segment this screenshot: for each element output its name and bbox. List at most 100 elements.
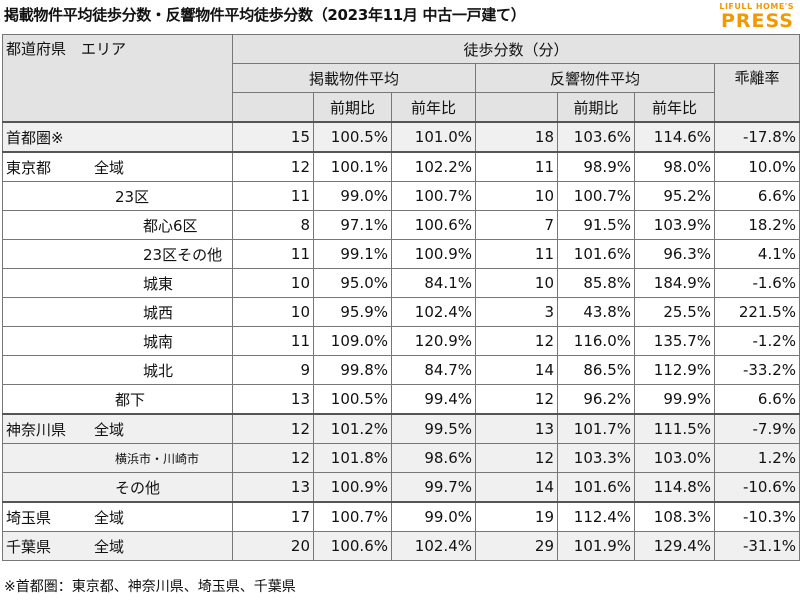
value-cell-l-pp: 109.0% (313, 326, 392, 356)
table-row: 都心6区 8 97.1% 100.6% 7 91.5% 103.9% 18.2% (2, 210, 800, 240)
table-row: 城東 10 95.0% 84.1% 10 85.8% 184.9% -1.6% (2, 268, 800, 298)
value-cell-l-py: 84.1% (391, 268, 476, 298)
area-cell: 城北 (2, 355, 233, 385)
value-cell-resp: 11 (475, 151, 558, 182)
value-cell-div: -1.2% (713, 326, 800, 356)
value-cell-div: 6.6% (713, 181, 800, 211)
header-listed-spacer (232, 92, 314, 123)
header-response-spacer (475, 92, 558, 123)
table-row: 横浜市・川崎市 12 101.8% 98.6% 12 103.3% 103.0% 1.2% (2, 443, 800, 473)
value-cell-resp: 12 (475, 326, 558, 356)
table-row: 城西 10 95.9% 102.4% 3 43.8% 25.5% 221.5% (2, 297, 800, 327)
header-response-prev-year: 前年比 (634, 92, 715, 123)
value-cell-resp: 11 (475, 239, 558, 269)
value-cell-r-py: 112.9% (634, 355, 715, 385)
value-cell-div: 6.6% (713, 384, 800, 415)
value-cell-l-pp: 100.6% (313, 531, 392, 561)
value-cell-div: -31.1% (713, 531, 800, 561)
value-cell-div: -7.9% (713, 413, 800, 444)
value-cell-r-pp: 43.8% (557, 297, 635, 327)
table-row: 埼玉県 全域 17 100.7% 99.0% 19 112.4% 108.3% -10.3% (2, 501, 800, 532)
value-cell-l-py: 98.6% (391, 443, 476, 473)
area-cell: 埼玉県 全域 (2, 501, 233, 532)
page-title: 掲載物件平均徒歩分数・反響物件平均徒歩分数（2023年11月 中古一戸建て） (4, 6, 526, 24)
value-cell-l-py: 100.6% (391, 210, 476, 240)
area-label: 23区 (115, 187, 150, 206)
footnote: ※首都圏：東京都、神奈川県、埼玉県、千葉県 (4, 579, 296, 595)
area-cell: 城東 (2, 268, 233, 298)
value-cell-resp: 10 (475, 268, 558, 298)
value-cell-div: -10.3% (713, 501, 800, 532)
prefecture-label: 埼玉県 (6, 508, 52, 527)
value-cell-l-pp: 101.8% (313, 443, 392, 473)
table-row: 城北 9 99.8% 84.7% 14 86.5% 112.9% -33.2% (2, 355, 800, 385)
value-cell-r-pp: 96.2% (557, 384, 635, 415)
value-cell-listed: 8 (232, 210, 314, 240)
value-cell-r-pp: 101.7% (557, 413, 635, 444)
area-cell: 23区その他 (2, 239, 233, 269)
area-label: その他 (115, 478, 161, 497)
value-cell-r-py: 103.0% (634, 443, 715, 473)
value-cell-div: 1.2% (713, 443, 800, 473)
area-cell: 首都圏※ (2, 121, 233, 153)
value-cell-listed: 17 (232, 501, 314, 532)
value-cell-l-py: 100.9% (391, 239, 476, 269)
value-cell-div: 10.0% (713, 151, 800, 182)
value-cell-r-pp: 112.4% (557, 501, 635, 532)
value-cell-resp: 14 (475, 472, 558, 503)
value-cell-r-pp: 91.5% (557, 210, 635, 240)
value-cell-resp: 7 (475, 210, 558, 240)
value-cell-div: -10.6% (713, 472, 800, 503)
area-cell: その他 (2, 472, 233, 503)
value-cell-l-pp: 95.9% (313, 297, 392, 327)
value-cell-l-py: 102.4% (391, 531, 476, 561)
area-label: 城東 (143, 274, 174, 293)
value-cell-l-py: 102.2% (391, 151, 476, 182)
value-cell-l-pp: 100.7% (313, 501, 392, 532)
value-cell-r-py: 114.8% (634, 472, 715, 503)
value-cell-r-pp: 100.7% (557, 181, 635, 211)
value-cell-l-py: 99.7% (391, 472, 476, 503)
value-cell-r-py: 25.5% (634, 297, 715, 327)
table-row: 千葉県 全域 20 100.6% 102.4% 29 101.9% 129.4% -31.1% (2, 531, 800, 561)
value-cell-l-py: 99.0% (391, 501, 476, 532)
logo-line-1: LIFULL HOME'S (719, 2, 794, 11)
value-cell-resp: 29 (475, 531, 558, 561)
table-row: 神奈川県 全域 12 101.2% 99.5% 13 101.7% 111.5% -7.9% (2, 413, 800, 444)
table-row: その他 13 100.9% 99.7% 14 101.6% 114.8% -10.6% (2, 472, 800, 503)
header-listed-prev-period: 前期比 (313, 92, 392, 123)
value-cell-r-py: 103.9% (634, 210, 715, 240)
value-cell-listed: 12 (232, 413, 314, 444)
area-cell: 城南 (2, 326, 233, 356)
value-cell-listed: 9 (232, 355, 314, 385)
walk-minutes-table: 都道府県 エリア 徒歩分数（分） 掲載物件平均 反響物件平均 乖離率 前期比 前… (2, 34, 800, 561)
table-row: 城南 11 109.0% 120.9% 12 116.0% 135.7% -1.2% (2, 326, 800, 356)
value-cell-div: 4.1% (713, 239, 800, 269)
prefecture-label: 千葉県 (6, 537, 52, 556)
value-cell-r-py: 108.3% (634, 501, 715, 532)
area-label: 全域 (94, 420, 125, 439)
value-cell-l-py: 101.0% (391, 121, 476, 153)
table-row: 首都圏※ 15 100.5% 101.0% 18 103.6% 114.6% -17.8% (2, 121, 800, 153)
value-cell-l-pp: 100.9% (313, 472, 392, 503)
value-cell-l-py: 102.4% (391, 297, 476, 327)
value-cell-resp: 13 (475, 413, 558, 444)
value-cell-listed: 10 (232, 297, 314, 327)
value-cell-r-pp: 101.6% (557, 239, 635, 269)
area-cell: 神奈川県 全域 (2, 413, 233, 444)
value-cell-r-py: 99.9% (634, 384, 715, 415)
area-label: 全域 (94, 158, 125, 177)
value-cell-listed: 12 (232, 443, 314, 473)
value-cell-l-pp: 95.0% (313, 268, 392, 298)
table-row: 東京都 全域 12 100.1% 102.2% 11 98.9% 98.0% 10.0% (2, 151, 800, 182)
value-cell-l-pp: 100.1% (313, 151, 392, 182)
value-cell-r-py: 135.7% (634, 326, 715, 356)
logo-line-2: PRESS (720, 10, 794, 32)
prefecture-label: 神奈川県 (6, 420, 67, 439)
area-cell: 横浜市・川崎市 (2, 443, 233, 473)
value-cell-r-py: 184.9% (634, 268, 715, 298)
value-cell-r-py: 111.5% (634, 413, 715, 444)
value-cell-div: -17.8% (713, 121, 800, 153)
value-cell-resp: 12 (475, 384, 558, 415)
prefecture-label: 東京都 (6, 158, 52, 177)
